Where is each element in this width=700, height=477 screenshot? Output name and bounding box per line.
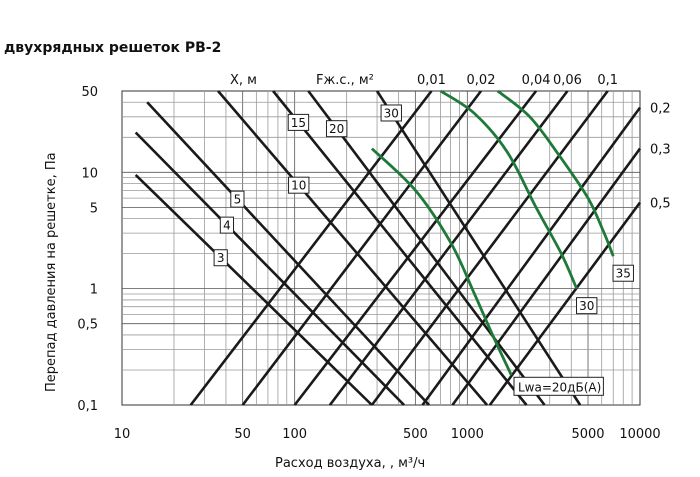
y-tick-label: 0,1 xyxy=(77,399,98,414)
throw-line-label-20: 20 xyxy=(329,122,344,136)
throw-line-5 xyxy=(146,101,430,406)
area-line-0,3 xyxy=(451,147,642,406)
x-tick-label: 5000 xyxy=(571,427,604,442)
throw-lines xyxy=(134,90,582,406)
area-line-0,2 xyxy=(421,106,642,406)
throw-line-10 xyxy=(217,90,488,406)
noise-curve-label-35: 35 xyxy=(616,267,631,281)
area-line-0,5 xyxy=(488,201,642,406)
throw-line-label-5: 5 xyxy=(234,193,242,207)
throw-line-label-4: 4 xyxy=(223,219,231,233)
throw-line-label-15-box xyxy=(287,113,310,131)
area-line-0,04 xyxy=(293,90,538,406)
throw-line-4 xyxy=(134,131,405,406)
throw-line-3 xyxy=(134,173,373,406)
area-line-label-0,04: 0,04 xyxy=(522,73,551,88)
x-tick-label: 10 xyxy=(114,427,131,442)
noise-curve-35 xyxy=(496,89,615,257)
throw-line-label-30: 30 xyxy=(384,106,399,120)
area-lines xyxy=(189,90,642,406)
noise-curve-label-20: Lwa=20дБ(А) xyxy=(518,380,601,394)
area-line-label-0,06: 0,06 xyxy=(553,73,582,88)
grid xyxy=(121,90,641,406)
noise-lines xyxy=(370,89,615,376)
throw-line-label-5-box xyxy=(230,190,245,208)
area-line-0,06 xyxy=(328,90,569,406)
area-line-label-0,01: 0,01 xyxy=(417,73,446,88)
area-line-label-0,3: 0,3 xyxy=(650,143,671,158)
tick-labels: 10 50 100 500 1000 5000 10000 50 10 5 1 0,5 0,1 xyxy=(77,85,660,442)
area-line-0,02 xyxy=(241,90,483,406)
noise-curve-label-30: 30 xyxy=(579,299,594,313)
y-tick-label: 5 xyxy=(90,201,98,216)
area-line-label-0,5: 0,5 xyxy=(650,197,671,212)
x-tick-label: 50 xyxy=(234,427,251,442)
x-tick-label: 500 xyxy=(403,427,428,442)
y-tick-label: 0,5 xyxy=(77,318,98,333)
chart-title: двухрядных решеток РВ-2 xyxy=(4,40,221,56)
x-tick-label: 1000 xyxy=(451,427,484,442)
y-tick-label: 50 xyxy=(81,85,98,100)
throw-line-label-4-box xyxy=(219,216,235,234)
x-tick-label: 100 xyxy=(282,427,307,442)
area-line-0,1 xyxy=(370,90,609,406)
throw-line-label-3-box xyxy=(213,249,228,267)
noise-curve-20 xyxy=(370,147,513,376)
area-line-0,01 xyxy=(189,90,433,406)
y-axis-label: Перепад давления на решетке, Па xyxy=(44,152,59,392)
plot-frame xyxy=(121,90,641,406)
throw-line-label-10-box xyxy=(288,176,310,194)
throw-line-30 xyxy=(375,90,582,406)
throw-line-15 xyxy=(272,90,528,406)
x-tick-label: 10000 xyxy=(619,427,660,442)
throw-line-label-20-box xyxy=(325,120,348,138)
area-line-label-0,1: 0,1 xyxy=(597,73,618,88)
area-family-label: Fж.с., м² xyxy=(316,73,374,88)
noise-curve-30 xyxy=(439,89,578,290)
throw-family-label: X, м xyxy=(230,73,257,88)
x-axis-label: Расход воздуха, , м³/ч xyxy=(275,456,425,471)
noise-curve-label-30-box xyxy=(576,297,598,315)
throw-line-label-30-box xyxy=(380,104,402,122)
throw-line-label-15: 15 xyxy=(291,116,306,130)
area-line-label-0,02: 0,02 xyxy=(467,73,496,88)
noise-curve-label-35-box xyxy=(612,264,634,282)
throw-line-label-3: 3 xyxy=(217,251,225,265)
throw-line-20 xyxy=(307,90,546,406)
throw-line-label-10: 10 xyxy=(291,179,306,193)
noise-curve-label-box-20 xyxy=(513,376,604,396)
y-tick-label: 10 xyxy=(81,166,98,181)
line-labels: 3 45 10 15 20 30 0,01 0,02 0,04 0,06 0,1 0,2 0,3 0,5 L… xyxy=(213,73,671,396)
y-tick-label: 1 xyxy=(90,283,98,298)
area-line-label-0,2: 0,2 xyxy=(650,102,671,117)
